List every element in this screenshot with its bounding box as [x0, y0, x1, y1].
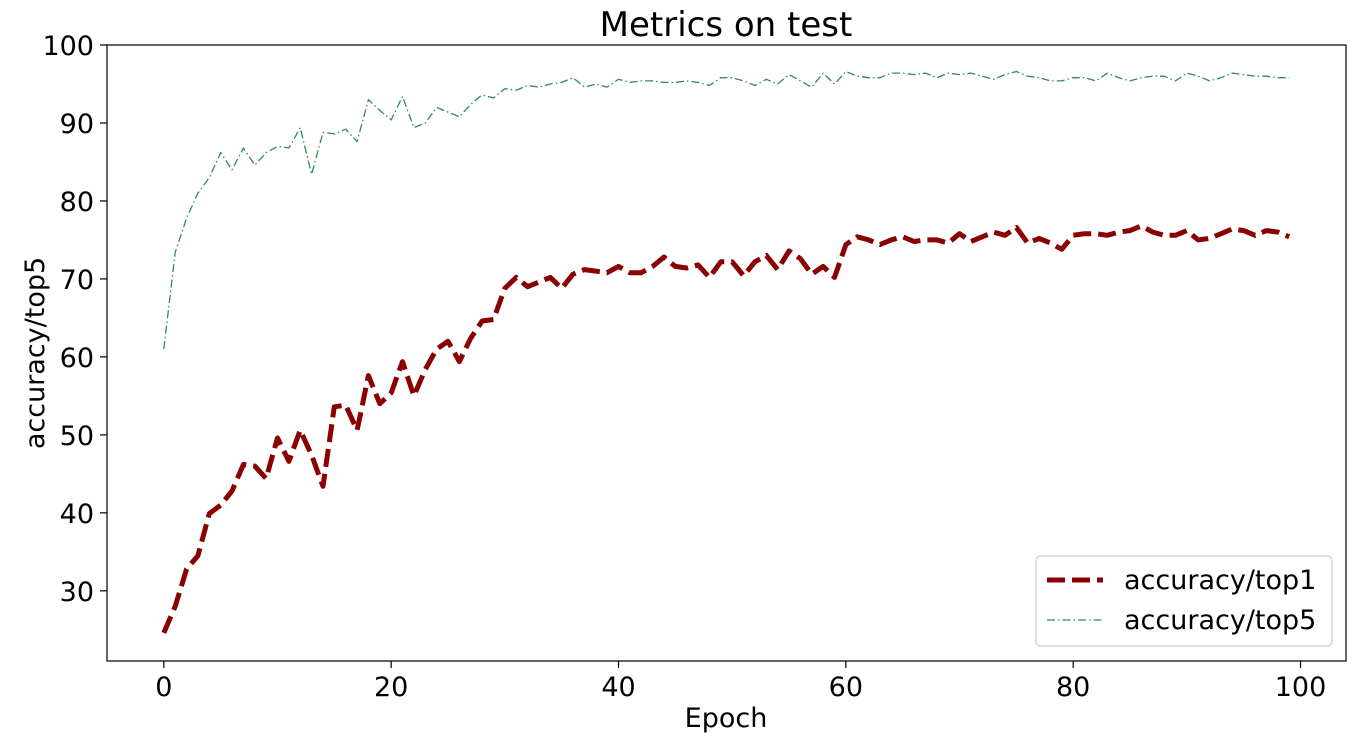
y-tick-label: 30: [60, 577, 94, 608]
series-line-accuracy-top5: [163, 70, 1290, 350]
y-tick-label: 80: [60, 187, 94, 218]
x-tick-label: 40: [601, 672, 635, 703]
y-axis: 30 40 50 60 70 80 90 100: [42, 31, 107, 608]
legend-box: [1035, 555, 1333, 647]
x-tick-label: 60: [829, 672, 863, 703]
y-tick-label: 60: [60, 343, 94, 374]
y-axis-label: accuracy/top5: [20, 257, 51, 449]
y-tick-label: 40: [60, 499, 94, 530]
y-tick-label: 50: [60, 421, 94, 452]
plot-frame: [106, 44, 1347, 662]
x-axis-label: Epoch: [685, 703, 768, 734]
legend-label-top1: accuracy/top1: [1124, 565, 1316, 596]
x-tick-label: 0: [155, 672, 172, 703]
legend: accuracy/top1 accuracy/top5: [1035, 555, 1333, 647]
x-axis: 0 20 40 60 80 100: [155, 661, 1326, 703]
y-tick-label: 70: [60, 265, 94, 296]
series-line-accuracy-top1: [161, 223, 1291, 634]
chart-title: Metrics on test: [600, 5, 853, 45]
y-tick-label: 100: [42, 31, 94, 62]
legend-label-top5: accuracy/top5: [1124, 605, 1316, 636]
series-layer: [161, 70, 1291, 634]
y-tick-label: 90: [60, 109, 94, 140]
x-tick-label: 80: [1056, 672, 1090, 703]
x-tick-label: 100: [1275, 672, 1327, 703]
x-tick-label: 20: [374, 672, 408, 703]
